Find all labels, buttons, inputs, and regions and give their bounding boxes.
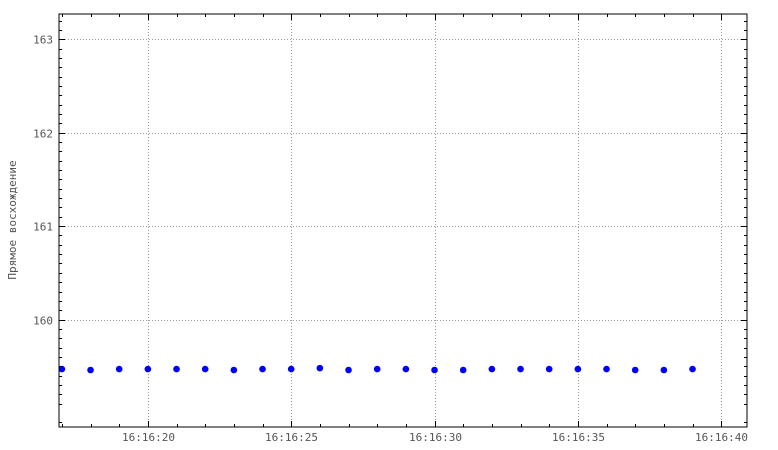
- x-tick-label: 16:16:35: [552, 431, 605, 444]
- x-tick-label: 16:16:30: [409, 431, 462, 444]
- data-point: [517, 365, 524, 373]
- data-point: [259, 365, 266, 373]
- x-tick-label: 16:16:40: [695, 431, 748, 444]
- data-points: [58, 364, 696, 374]
- data-point: [574, 365, 582, 373]
- x-axis: 16:16:20 16:16:25 16:16:30 16:16:35 16:16:40: [62, 14, 748, 444]
- data-point: [545, 365, 553, 373]
- data-point: [660, 366, 668, 374]
- data-point: [201, 365, 209, 373]
- data-point: [144, 365, 152, 373]
- data-point: [173, 365, 180, 373]
- data-point: [459, 366, 467, 374]
- data-point: [58, 365, 66, 373]
- y-axis: 160 161 162 163: [33, 21, 747, 423]
- data-point: [345, 366, 352, 374]
- x-tick-label: 16:16:25: [265, 431, 318, 444]
- x-tick-label: 16:16:20: [122, 431, 175, 444]
- y-tick-label: 161: [33, 221, 53, 234]
- data-point: [431, 366, 438, 374]
- plot-frame: [58, 13, 748, 428]
- data-point: [287, 365, 295, 373]
- y-tick-label: 163: [33, 34, 53, 47]
- data-point: [603, 365, 610, 373]
- data-point: [689, 365, 696, 373]
- data-point: [373, 365, 381, 373]
- grid: [59, 14, 747, 427]
- y-axis-label: Прямое восхождение: [6, 160, 19, 279]
- data-point: [316, 364, 324, 372]
- plot-background: [59, 14, 747, 427]
- y-tick-label: 160: [33, 315, 53, 328]
- data-point: [87, 366, 94, 374]
- data-point: [115, 365, 123, 373]
- data-point: [230, 366, 238, 374]
- data-point: [488, 365, 496, 373]
- data-point: [402, 365, 410, 373]
- data-point: [631, 366, 639, 374]
- y-tick-label: 162: [33, 128, 53, 141]
